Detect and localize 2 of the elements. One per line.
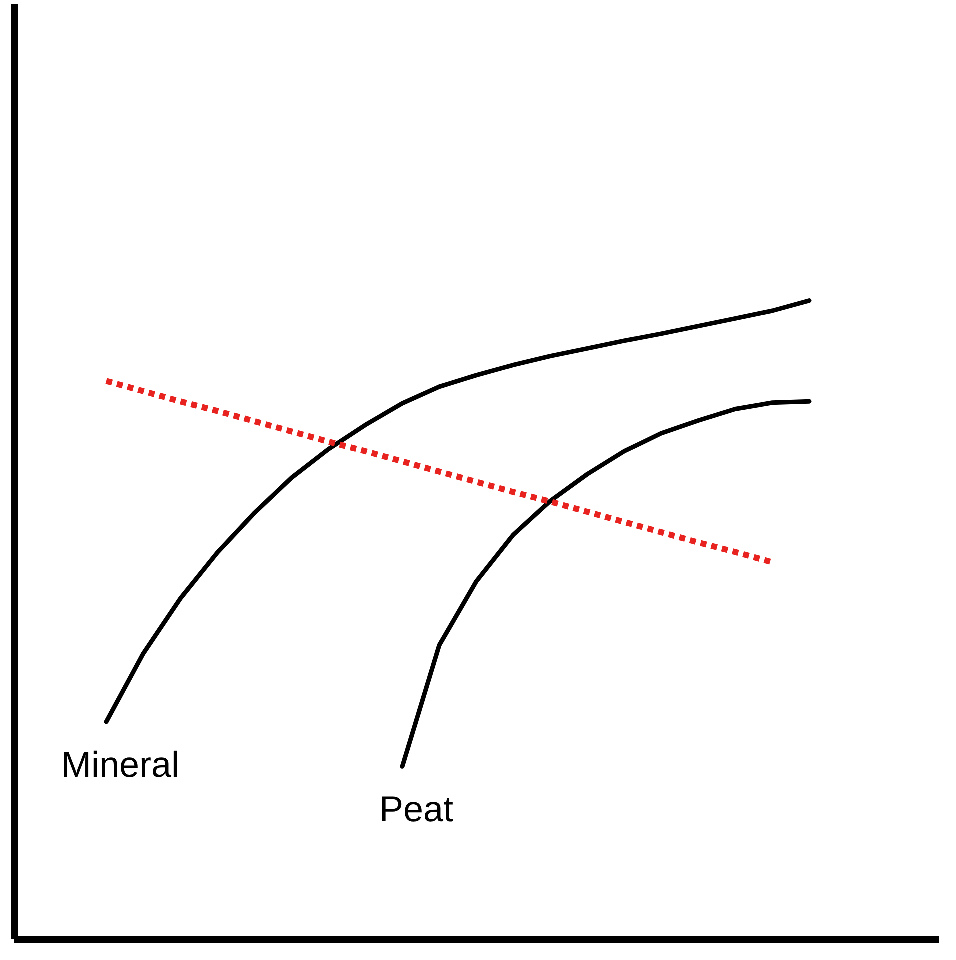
series-label: Mineral — [61, 744, 180, 786]
series-label: Peat — [379, 788, 454, 830]
